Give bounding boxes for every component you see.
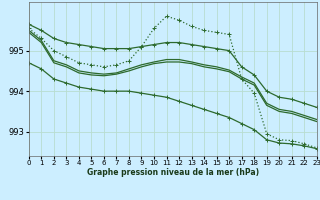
X-axis label: Graphe pression niveau de la mer (hPa): Graphe pression niveau de la mer (hPa) (87, 168, 259, 177)
